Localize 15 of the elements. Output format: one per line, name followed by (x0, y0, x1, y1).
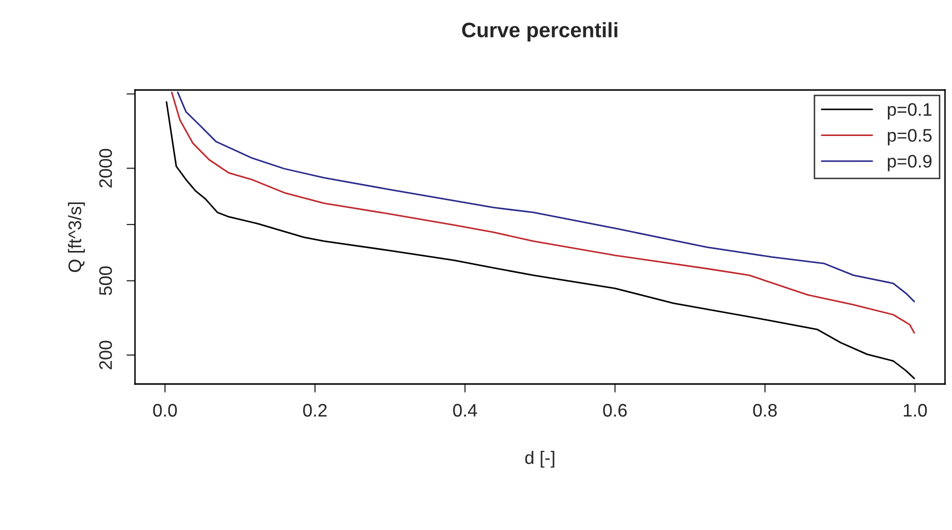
x-axis-title: d [-] (525, 450, 554, 468)
legend-label: p=0.1 (888, 103, 932, 120)
legend-label: p=0.9 (888, 154, 932, 172)
y-tick-label: 500 (99, 266, 112, 296)
y-tick-label: 200 (99, 340, 112, 370)
x-tick-label: 0.8 (753, 404, 777, 417)
x-tick-label: 1.0 (904, 404, 927, 417)
x-tick-label: 0.2 (303, 404, 327, 417)
chart-title: Curve percentili (462, 22, 618, 42)
x-tick-label: 0.6 (603, 404, 627, 417)
x-tick-label: 0.0 (153, 404, 177, 417)
legend-label: p=0.5 (888, 128, 932, 146)
y-tick-label: 2000 (99, 148, 112, 188)
y-axis-title: Q [ft^3/s] (68, 202, 85, 272)
x-tick-label: 0.4 (453, 404, 478, 417)
